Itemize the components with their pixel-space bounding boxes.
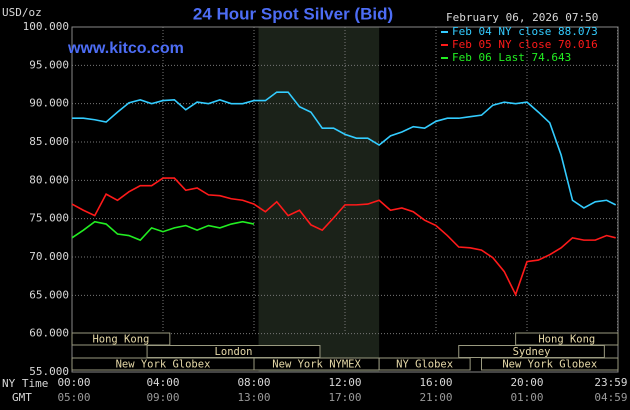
y-tick-label: 100.000: [23, 20, 69, 33]
price-line: [71, 177, 616, 297]
price-line: [71, 220, 255, 242]
session-label: Hong Kong: [92, 334, 149, 346]
y-tick-label: 80.000: [29, 173, 69, 186]
session-label: New York Globex: [502, 359, 597, 371]
x-tick-label: 08:00: [237, 376, 270, 389]
x-tick-label: 20:00: [510, 376, 543, 389]
site-label: www.kitco.com: [67, 40, 184, 57]
y-tick-label: 55.000: [29, 365, 69, 378]
x-tick-label: 04:00: [146, 376, 179, 389]
y-tick-label: 70.000: [29, 250, 69, 263]
session-bar: [515, 332, 619, 346]
x-axis-label: NY Time: [2, 377, 48, 390]
x-tick-label: 12:00: [328, 376, 361, 389]
session-label: New York NYMEX: [272, 359, 361, 371]
plot-frame: [71, 26, 619, 373]
chart-title: 24 Hour Spot Silver (Bid): [193, 4, 393, 23]
session-label: Sydney: [513, 346, 551, 358]
session-bar: [71, 332, 171, 346]
x-tick-label: 23:59: [594, 376, 627, 389]
legend-label: Feb 05 NY close 70.016: [452, 38, 598, 51]
y-tick-label: 65.000: [29, 288, 69, 301]
x2-tick-label: 21:00: [419, 391, 452, 404]
x2-axis-label: GMT: [12, 391, 32, 404]
x2-tick-label: 01:00: [510, 391, 543, 404]
y-tick-label: 90.000: [29, 97, 69, 110]
y-tick-label: 60.000: [29, 327, 69, 340]
timestamp: February 06, 2026 07:50: [446, 11, 598, 24]
x2-tick-label: 17:00: [328, 391, 361, 404]
y-axis-label: USD/oz: [2, 6, 42, 19]
session-label: Hong Kong: [538, 334, 595, 346]
session-label: London: [215, 346, 253, 358]
session-bar: [481, 357, 619, 371]
y-tick-label: 95.000: [29, 58, 69, 71]
x-tick-label: 00:00: [57, 376, 90, 389]
legend-label: Feb 04 NY close 88.073: [452, 25, 598, 38]
x2-tick-label: 04:59: [594, 391, 627, 404]
x2-tick-label: 09:00: [146, 391, 179, 404]
session-label: NY Globex: [396, 359, 453, 371]
price-line: [72, 91, 617, 209]
legend-label: Feb 06 Last 74.643: [452, 51, 571, 64]
session-label: New York Globex: [116, 359, 211, 371]
y-tick-label: 75.000: [29, 212, 69, 225]
x-tick-label: 16:00: [419, 376, 452, 389]
y-tick-label: 85.000: [29, 135, 69, 148]
x2-tick-label: 13:00: [237, 391, 270, 404]
x2-tick-label: 05:00: [57, 391, 90, 404]
highlight-band: [258, 27, 380, 372]
session-bar: [378, 357, 471, 371]
